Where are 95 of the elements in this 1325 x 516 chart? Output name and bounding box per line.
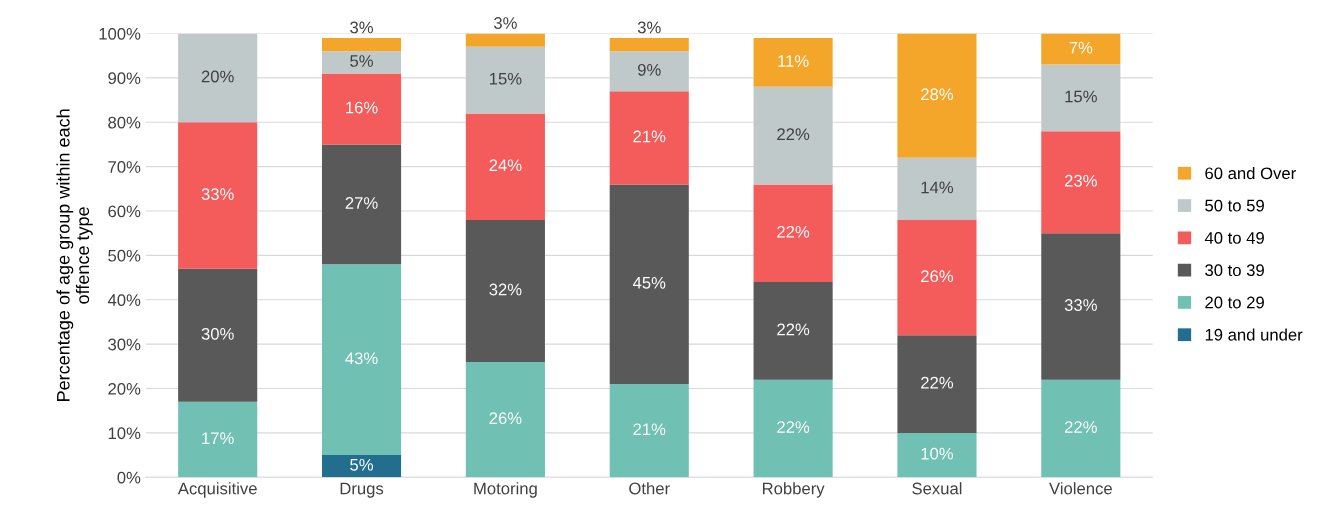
bar	[897, 219, 977, 336]
data-label: 22%	[1064, 421, 1097, 433]
bar	[178, 268, 258, 402]
data-label: 21%	[633, 423, 666, 436]
legend-label: 50 to 59	[1205, 199, 1264, 212]
bar	[321, 455, 402, 478]
y-tick-label: 10%	[108, 427, 141, 440]
bar	[753, 86, 833, 185]
data-label: 20%	[201, 70, 234, 83]
data-label: 30%	[201, 327, 234, 340]
x-tick-label: Violence	[1049, 482, 1112, 495]
bar	[1041, 131, 1121, 234]
data-label: 43%	[345, 352, 378, 365]
data-label: 16%	[346, 101, 378, 114]
bar	[609, 37, 689, 52]
data-label: 5%	[350, 55, 373, 67]
bar	[178, 33, 258, 123]
data-label: 22%	[777, 421, 810, 433]
bar	[753, 184, 833, 283]
bar	[609, 91, 689, 185]
bar	[321, 37, 402, 52]
bar	[1041, 233, 1121, 380]
x-tick-label: Acquisitive	[177, 482, 257, 498]
bar	[178, 401, 258, 478]
legend-label: 19 and under	[1205, 328, 1303, 341]
data-label: 22%	[921, 376, 954, 389]
bar	[753, 379, 833, 478]
data-label: 10%	[921, 447, 954, 460]
data-label: 33%	[201, 188, 234, 200]
data-label: 33%	[1064, 299, 1097, 311]
bar	[897, 335, 977, 433]
bar	[897, 157, 977, 220]
data-label: 24%	[489, 159, 522, 172]
bar	[178, 122, 258, 269]
y-tick-label: 50%	[108, 249, 141, 262]
data-label: 11%	[778, 55, 809, 67]
bar	[609, 184, 689, 385]
bar	[897, 432, 977, 478]
data-label: 15%	[1065, 90, 1097, 103]
data-label: 22%	[777, 225, 810, 238]
legend-label: 40 to 49	[1204, 231, 1264, 244]
data-label: 3%	[350, 21, 373, 34]
bar	[897, 33, 977, 158]
x-tick-label: Other	[629, 482, 670, 495]
bar	[609, 51, 689, 92]
y-tick-label: 20%	[108, 382, 141, 395]
bar	[321, 264, 402, 456]
bar	[609, 384, 689, 478]
bar	[1041, 33, 1121, 65]
y-tick-label: 60%	[108, 205, 141, 218]
y-tick-label: 100%	[99, 27, 141, 40]
x-tick-label: Motoring	[474, 482, 537, 498]
bar	[465, 46, 545, 114]
y-tick-label: 0%	[117, 471, 141, 484]
data-label: 22%	[777, 128, 810, 141]
data-label: 45%	[632, 277, 666, 289]
y-tick-label: 90%	[108, 72, 141, 85]
bar	[1041, 379, 1121, 478]
legend-label: 20 to 29	[1205, 296, 1264, 309]
data-label: 3%	[637, 21, 661, 34]
y-axis-title: Percentage of age group within each offence type	[56, 109, 93, 401]
y-tick-label: 80%	[108, 116, 141, 129]
data-label: 26%	[921, 270, 954, 283]
bar	[321, 73, 402, 145]
legend-label: 30 to 39	[1205, 264, 1264, 277]
x-tick-label: Drugs	[340, 482, 384, 498]
data-label: 22%	[777, 323, 810, 336]
bar	[321, 144, 402, 265]
data-label: 3%	[493, 17, 517, 29]
data-label: 27%	[345, 197, 378, 209]
y-tick-label: 30%	[108, 338, 141, 351]
x-tick-label: Sexual	[912, 482, 962, 495]
data-label: 17%	[202, 432, 234, 444]
bar	[753, 37, 833, 87]
bar	[465, 33, 545, 47]
bar	[753, 282, 833, 380]
data-label: 9%	[637, 63, 661, 76]
data-label: 5%	[350, 458, 373, 471]
data-label: 15%	[489, 72, 522, 85]
x-tick-label: Robbery	[762, 482, 825, 498]
bar	[465, 113, 545, 220]
data-label: 14%	[921, 181, 954, 194]
bar	[1041, 64, 1121, 132]
bar	[465, 361, 545, 478]
data-label: 7%	[1069, 41, 1093, 54]
bar	[465, 219, 545, 362]
data-label: 26%	[489, 412, 522, 425]
data-label: 23%	[1064, 174, 1097, 187]
legend-label: 60 and Over	[1205, 166, 1296, 180]
y-tick-label: 70%	[108, 161, 141, 173]
bar	[321, 51, 402, 74]
data-label: 32%	[489, 283, 522, 296]
data-label: 28%	[921, 88, 954, 101]
y-tick-label: 40%	[107, 294, 141, 306]
data-label: 21%	[633, 130, 666, 143]
